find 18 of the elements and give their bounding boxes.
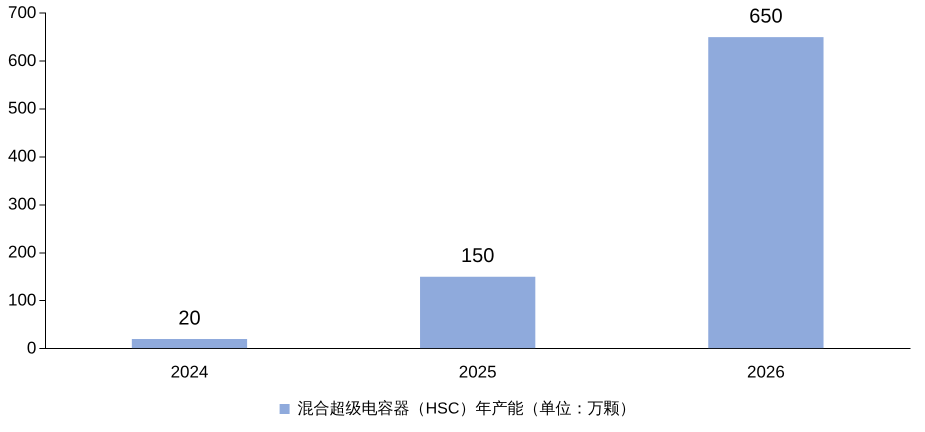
y-tick-label: 100 — [8, 290, 36, 310]
y-tick-label: 600 — [8, 50, 36, 70]
bar — [708, 37, 824, 348]
y-tick-label: 500 — [8, 98, 36, 118]
x-tick-label: 2026 — [746, 362, 785, 382]
y-tick-label: 300 — [8, 194, 36, 214]
bar — [132, 339, 248, 348]
bar — [420, 276, 536, 348]
x-tick-label: 2025 — [458, 362, 497, 382]
y-tick-label: 0 — [26, 338, 36, 358]
data-label: 150 — [460, 245, 494, 268]
legend-label: 混合超级电容器（HSC）年产能（单位：万颗） — [298, 399, 636, 418]
y-tick-label: 700 — [8, 2, 36, 22]
y-tick-label: 200 — [8, 242, 36, 262]
x-tick-label: 2024 — [170, 362, 208, 382]
data-label: 650 — [749, 6, 783, 28]
y-tick-label: 400 — [8, 146, 36, 166]
data-label: 20 — [178, 308, 201, 330]
